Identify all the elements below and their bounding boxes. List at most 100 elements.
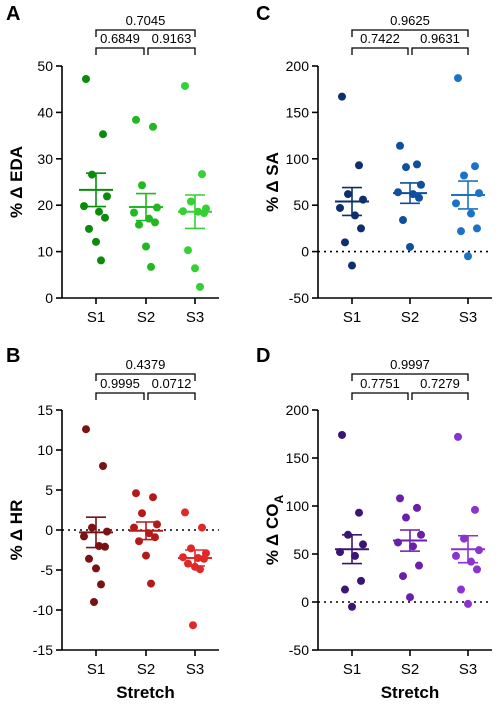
data-point bbox=[142, 551, 150, 560]
y-tick-label: 50 bbox=[37, 58, 53, 74]
y-axis-label-text: % Δ SA bbox=[263, 152, 282, 212]
data-point bbox=[181, 81, 189, 90]
data-point bbox=[191, 264, 199, 273]
x-tick-label: S3 bbox=[459, 661, 477, 678]
data-point bbox=[196, 282, 204, 291]
data-point bbox=[82, 74, 90, 83]
x-tick-label: S2 bbox=[137, 661, 155, 678]
data-point bbox=[452, 199, 460, 208]
y-axis-label: % Δ COA bbox=[263, 495, 286, 566]
data-point bbox=[187, 544, 195, 553]
y-axis-label: % Δ EDA bbox=[7, 146, 26, 218]
p-value-label: 0.9625 bbox=[390, 13, 430, 28]
data-point bbox=[348, 261, 356, 270]
data-point bbox=[336, 203, 344, 212]
data-point bbox=[97, 256, 105, 265]
y-tick-label: 50 bbox=[293, 197, 309, 213]
x-tick-label: S2 bbox=[401, 309, 419, 326]
data-point bbox=[147, 262, 155, 271]
data-point bbox=[396, 141, 404, 150]
comparison-bracket bbox=[95, 373, 196, 381]
data-point bbox=[147, 579, 155, 588]
comparison-bracket bbox=[95, 29, 196, 37]
p-value-label: 0.9163 bbox=[152, 31, 192, 46]
data-point bbox=[95, 207, 103, 216]
y-tick-label: 50 bbox=[293, 546, 309, 562]
y-tick-label: 0 bbox=[301, 244, 309, 260]
y-tick-label: 20 bbox=[37, 197, 53, 213]
p-value-label: 0.7422 bbox=[360, 31, 400, 46]
panel-letter: D bbox=[256, 345, 270, 367]
data-point bbox=[413, 160, 421, 169]
y-axis-label-text: % Δ CO bbox=[263, 504, 282, 566]
p-value-label: 0.7279 bbox=[420, 376, 460, 391]
data-point bbox=[351, 551, 359, 560]
panel-letter: A bbox=[6, 3, 20, 25]
data-point bbox=[142, 242, 150, 251]
y-tick-label: -15 bbox=[33, 642, 53, 658]
data-point bbox=[396, 494, 404, 503]
data-point bbox=[413, 503, 421, 512]
y-tick-label: 0 bbox=[45, 522, 53, 538]
data-point bbox=[460, 171, 468, 180]
data-point bbox=[88, 170, 96, 179]
p-value-label: 0.9995 bbox=[100, 376, 140, 391]
data-point bbox=[101, 213, 109, 222]
x-tick-label: S1 bbox=[343, 309, 361, 326]
comparison-bracket bbox=[147, 392, 196, 400]
y-tick-label: 15 bbox=[37, 402, 53, 418]
panel-b: B -15 -10 -5 0 5 10 15 % Δ HR S1 S2 S3 0.9995 0.0712 0… bbox=[6, 345, 219, 702]
data-point bbox=[402, 513, 410, 522]
data-point bbox=[187, 197, 195, 206]
x-tick-label: S3 bbox=[459, 309, 477, 326]
p-value-label: 0.6849 bbox=[100, 31, 140, 46]
data-point bbox=[132, 489, 140, 498]
data-point bbox=[355, 161, 363, 170]
data-point bbox=[359, 540, 367, 549]
data-point bbox=[80, 202, 88, 211]
data-point bbox=[417, 530, 425, 539]
y-tick-label: -10 bbox=[33, 602, 53, 618]
data-point bbox=[415, 561, 423, 570]
panel-d: D -50 0 50 100 150 200 % Δ COA S1 S2 S3 0.7751 0.727… bbox=[256, 345, 492, 702]
data-point bbox=[189, 621, 197, 630]
y-axis-label: % Δ SA bbox=[263, 152, 282, 212]
data-point bbox=[184, 246, 192, 255]
data-point bbox=[452, 551, 460, 560]
data-point bbox=[338, 92, 346, 101]
data-point bbox=[460, 534, 468, 543]
comparison-bracket bbox=[351, 373, 469, 381]
data-point bbox=[149, 122, 157, 131]
x-tick-label: S1 bbox=[87, 309, 105, 326]
x-tick-label: S1 bbox=[343, 661, 361, 678]
y-tick-label: 100 bbox=[286, 498, 310, 514]
p-value-label: 0.9997 bbox=[390, 357, 430, 372]
data-point bbox=[99, 130, 107, 139]
data-point bbox=[200, 209, 208, 218]
data-point bbox=[471, 162, 479, 171]
data-point bbox=[92, 564, 100, 573]
x-tick-label: S2 bbox=[137, 309, 155, 326]
data-point bbox=[457, 227, 465, 236]
data-point bbox=[85, 224, 93, 233]
data-point bbox=[454, 74, 462, 83]
comparison-bracket bbox=[95, 47, 145, 55]
data-point bbox=[85, 554, 93, 563]
data-point bbox=[338, 430, 346, 439]
data-point bbox=[467, 557, 475, 566]
panel-letter: C bbox=[256, 3, 270, 25]
x-tick-label: S2 bbox=[401, 661, 419, 678]
data-point bbox=[99, 462, 107, 470]
data-point bbox=[464, 252, 472, 261]
y-axis-label: % Δ HR bbox=[7, 500, 26, 561]
y-tick-label: 150 bbox=[286, 104, 310, 120]
data-point bbox=[406, 242, 414, 251]
data-point bbox=[454, 432, 462, 441]
x-tick-label: S3 bbox=[186, 309, 204, 326]
data-point bbox=[138, 181, 146, 190]
p-value-label: 0.7751 bbox=[360, 376, 400, 391]
data-point bbox=[92, 237, 100, 246]
y-tick-label: -50 bbox=[289, 290, 309, 306]
